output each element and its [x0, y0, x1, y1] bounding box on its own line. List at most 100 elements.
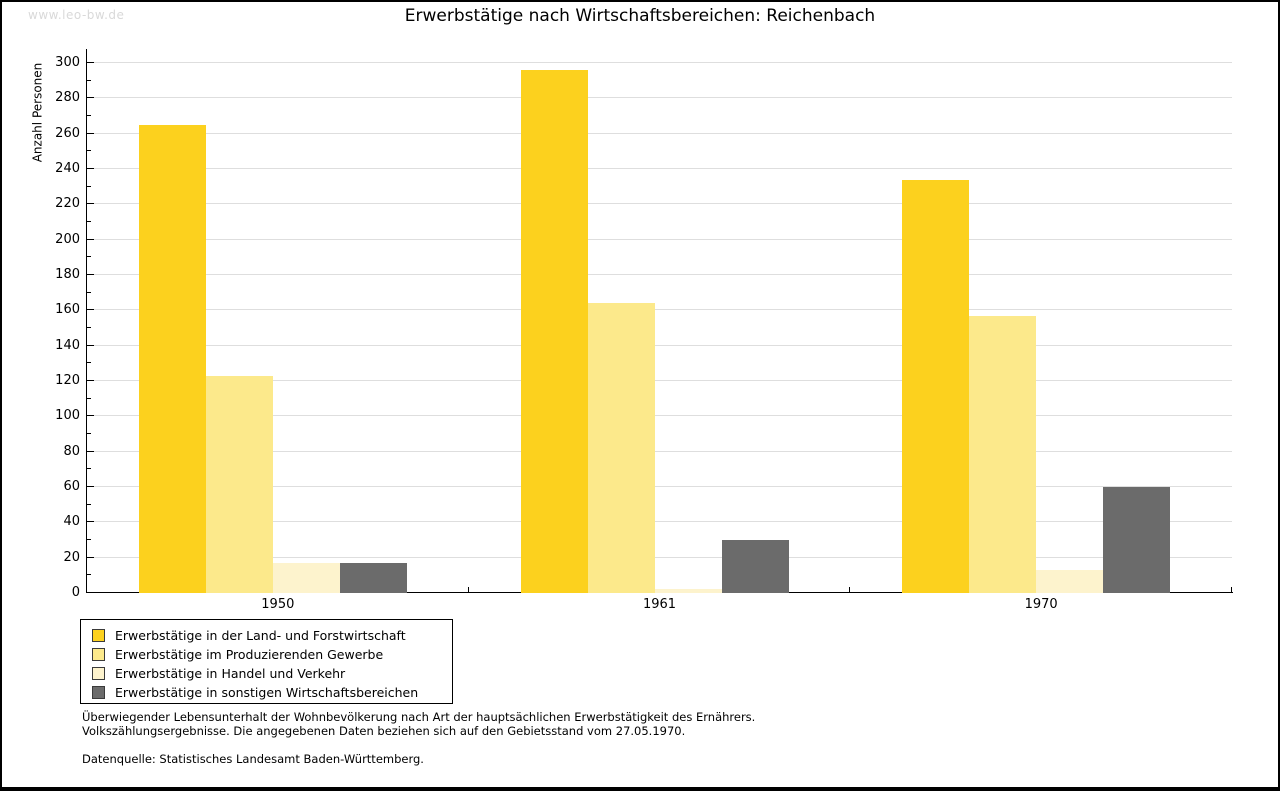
data-source-line: Datenquelle: Statistisches Landesamt Bad…	[82, 752, 424, 766]
y-axis-tick	[87, 397, 91, 399]
x-axis-label: 1950	[261, 597, 295, 612]
legend-label: Erwerbstätige im Produzierenden Gewerbe	[115, 647, 384, 662]
gridline	[87, 132, 1232, 134]
y-axis-tick	[87, 291, 91, 293]
y-axis-tick	[87, 521, 94, 523]
y-axis-tick-label: 300	[55, 55, 80, 70]
x-axis-label: 1970	[1024, 597, 1058, 612]
y-axis-tick	[87, 168, 94, 169]
y-axis-tick	[87, 415, 94, 417]
legend-label: Erwerbstätige in der Land- und Forstwirt…	[115, 628, 406, 643]
y-axis-label: Anzahl Personen	[30, 62, 45, 163]
bar-1961-series-1	[520, 70, 588, 593]
chart-title: Erwerbstätige nach Wirtschaftsbereichen:…	[404, 6, 876, 26]
bar-1950-series-4	[340, 562, 407, 593]
gridline	[87, 274, 1232, 275]
y-axis-tick	[87, 450, 94, 452]
gridline	[87, 521, 1232, 523]
y-axis-tick-label: 220	[55, 196, 80, 212]
y-axis-line	[86, 49, 87, 593]
y-axis-tick	[87, 115, 91, 116]
gridline	[87, 97, 1232, 99]
y-axis-tick-label: 260	[55, 125, 80, 141]
y-axis-tick	[87, 362, 91, 364]
y-axis-tick	[87, 574, 91, 576]
gridline	[87, 450, 1232, 452]
bar-1970-series-4	[1103, 487, 1171, 593]
legend-label: Erwerbstätige in sonstigen Wirtschaftsbe…	[115, 685, 419, 700]
y-axis-tick-label: 280	[55, 90, 80, 106]
y-axis-tick	[87, 486, 94, 487]
gridline	[87, 380, 1232, 381]
watermark: www.leo-bw.de	[28, 8, 125, 22]
y-axis-tick	[87, 344, 94, 346]
gridline	[87, 238, 1232, 240]
legend-item-1: Erwerbstätige in der Land- und Forstwirt…	[92, 626, 452, 645]
y-axis-tick	[87, 380, 94, 381]
x-axis-tick	[849, 587, 851, 592]
legend-swatch	[92, 686, 105, 699]
legend-swatch	[92, 648, 105, 661]
chart-legend: Erwerbstätige in der Land- und Forstwirt…	[80, 619, 453, 704]
y-axis-tick-label: 200	[55, 231, 80, 247]
y-axis-tick-label: 180	[55, 267, 80, 282]
y-axis-tick-label: 80	[63, 443, 80, 459]
gridline	[87, 168, 1232, 169]
y-axis-tick	[87, 132, 94, 134]
gridline	[87, 344, 1232, 346]
y-axis-tick	[87, 503, 91, 505]
gridline	[87, 309, 1232, 311]
gridline	[87, 556, 1232, 558]
y-axis-tick	[87, 433, 91, 434]
legend-item-4: Erwerbstätige in sonstigen Wirtschaftsbe…	[92, 683, 452, 702]
legend-item-3: Erwerbstätige in Handel und Verkehr	[92, 664, 452, 683]
x-axis-tick	[1231, 587, 1232, 592]
y-axis-tick-label: 160	[55, 302, 80, 318]
y-axis-tick	[87, 592, 94, 593]
y-axis-tick	[87, 309, 94, 311]
y-axis-tick	[87, 185, 91, 187]
y-axis-tick-label: 0	[71, 585, 80, 600]
y-axis-tick	[87, 468, 91, 470]
y-axis-tick-label: 100	[55, 408, 80, 424]
bar-1970-series-2	[969, 315, 1037, 593]
gridline	[87, 486, 1232, 487]
y-axis-tick-label: 240	[55, 161, 80, 176]
y-axis-tick	[87, 238, 94, 240]
y-axis-tick	[87, 327, 91, 328]
y-axis-tick	[87, 203, 94, 205]
y-axis-tick-label: 60	[63, 479, 80, 494]
bar-1950-series-2	[206, 375, 273, 593]
y-axis-tick	[87, 274, 94, 275]
bar-1961-series-2	[587, 303, 655, 593]
bar-1950-series-3	[273, 562, 340, 593]
bar-1961-series-4	[721, 540, 789, 593]
y-axis-tick	[87, 256, 91, 258]
y-axis-tick-label: 120	[55, 373, 80, 388]
y-axis-tick	[87, 97, 94, 99]
y-axis-tick	[87, 556, 94, 558]
y-axis-tick-label: 20	[63, 549, 80, 565]
y-axis-tick	[87, 150, 91, 152]
legend-swatch	[92, 629, 105, 642]
gridline	[87, 203, 1232, 205]
gridline	[87, 415, 1232, 417]
legend-swatch	[92, 667, 105, 680]
legend-label: Erwerbstätige in Handel und Verkehr	[115, 666, 346, 681]
y-axis-tick-label: 140	[55, 337, 80, 353]
footnote-line-2: Volkszählungsergebnisse. Die angegebenen…	[82, 723, 686, 738]
x-axis-label: 1961	[642, 597, 677, 612]
bar-1950-series-1	[139, 124, 206, 593]
y-axis-tick	[87, 221, 91, 222]
footnotes: Überwiegender Lebensunterhalt der Wohnbe…	[82, 710, 755, 767]
y-axis-tick	[87, 79, 91, 81]
bar-1961-series-3	[654, 589, 722, 593]
bar-1970-series-3	[1036, 570, 1104, 593]
plot-area	[87, 62, 1232, 593]
gridline	[87, 62, 1232, 63]
y-axis-tick	[87, 539, 91, 540]
x-axis-tick	[467, 587, 469, 592]
y-axis-tick-label: 40	[63, 514, 80, 530]
y-axis-tick	[87, 62, 94, 63]
